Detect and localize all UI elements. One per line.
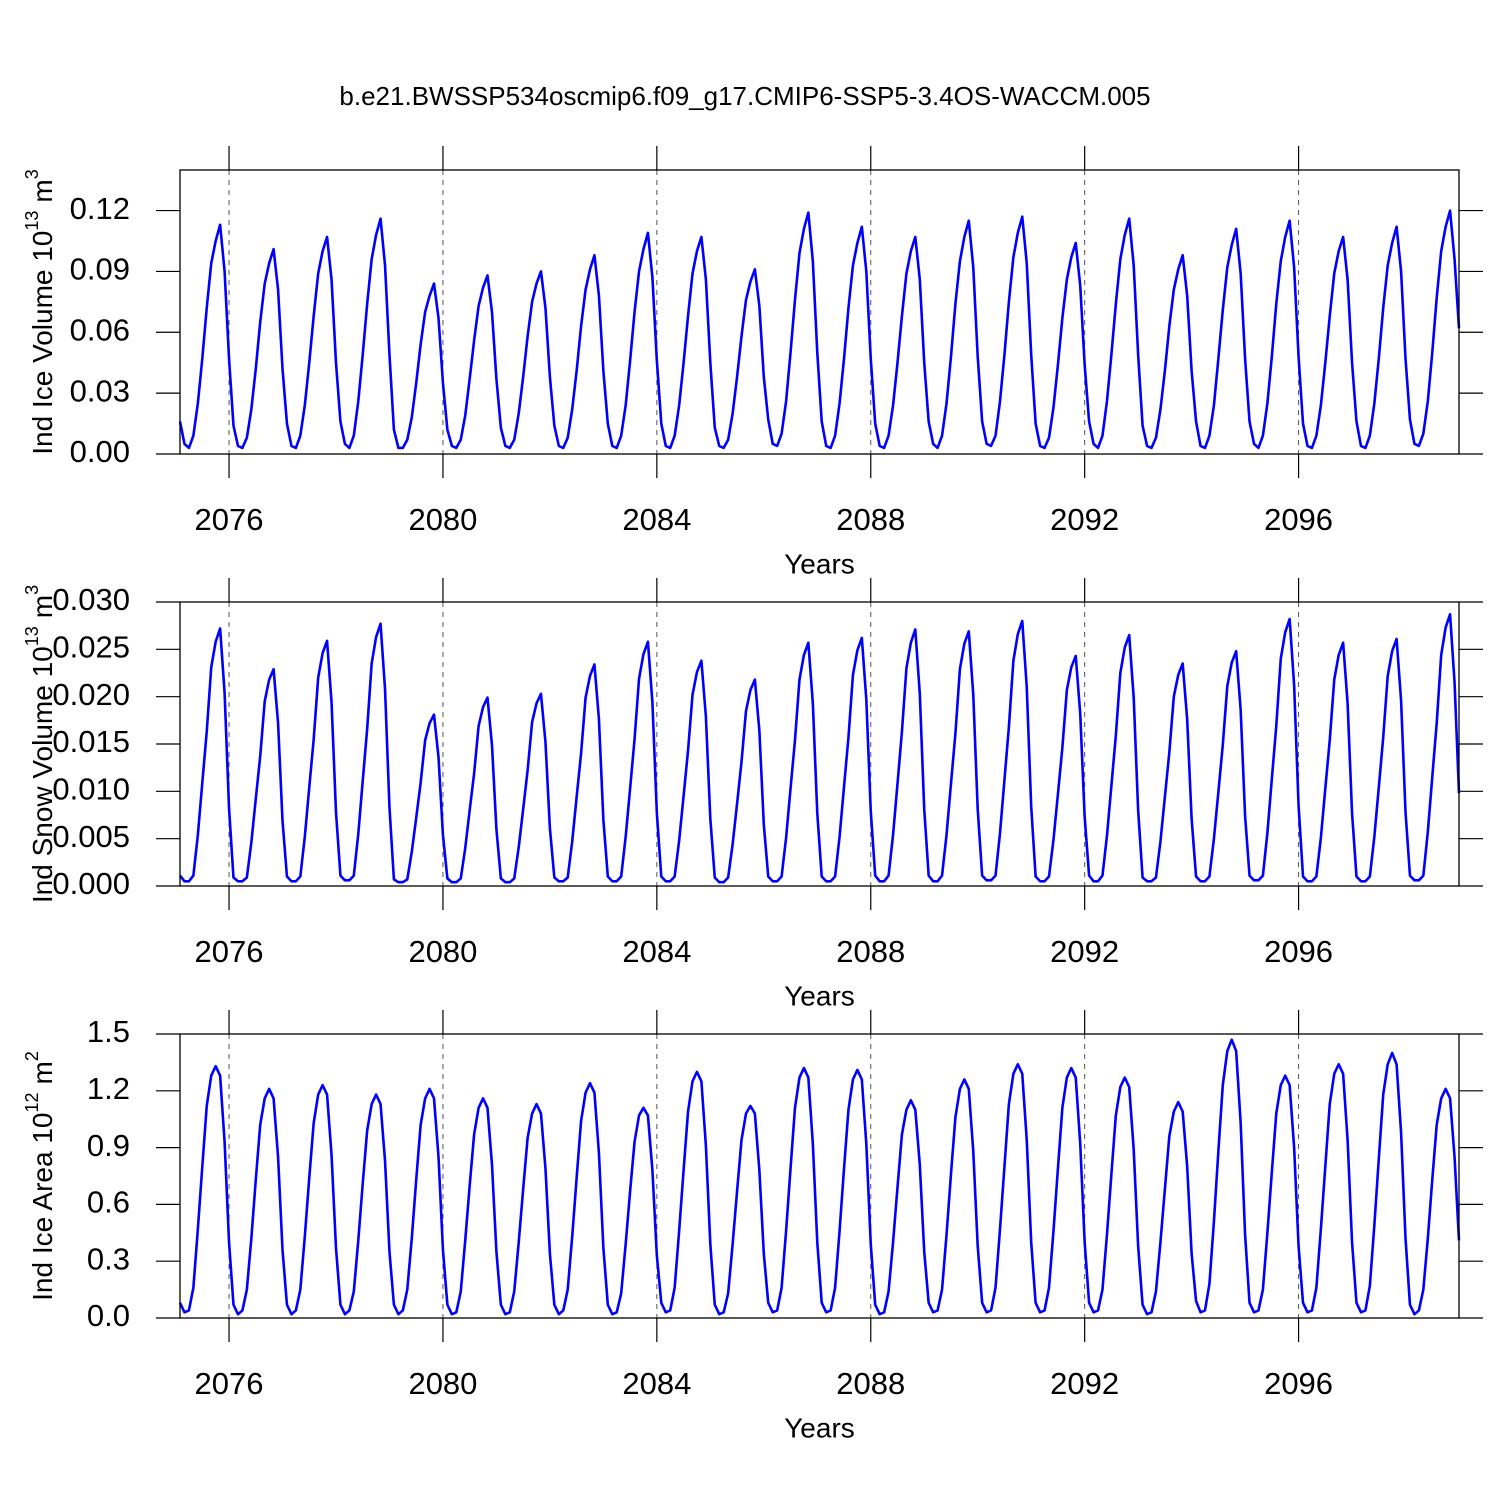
y-tick-label: 0.09 bbox=[70, 252, 130, 287]
y-axis-title-part: 2 bbox=[22, 1051, 42, 1061]
x-tick-label: 2084 bbox=[622, 934, 691, 969]
y-tick-label: 0.6 bbox=[87, 1185, 130, 1220]
data-line bbox=[178, 209, 1461, 450]
x-tick-label: 2080 bbox=[408, 1366, 477, 1401]
y-tick-label: 0.12 bbox=[70, 191, 130, 226]
y-axis-title-part: Ind Ice Area 10 bbox=[27, 1113, 58, 1301]
data-line bbox=[178, 613, 1461, 884]
x-tick-label: 2076 bbox=[195, 1366, 264, 1401]
panel: 2076 2080 2084 2088 2092 2096 0.00 0.03 0.06 0.09… bbox=[22, 146, 1483, 579]
y-axis-title-part: Ind Snow Volume 10 bbox=[27, 646, 58, 903]
x-tick-label: 2092 bbox=[1050, 934, 1119, 969]
y-axis-title-part: m bbox=[27, 179, 58, 202]
y-tick-label: 0.005 bbox=[52, 819, 130, 854]
y-tick-label: 1.5 bbox=[87, 1014, 130, 1049]
y-tick-label: 0.3 bbox=[87, 1241, 130, 1276]
x-tick-label: 2096 bbox=[1264, 934, 1333, 969]
y-axis-title-part: 13 bbox=[22, 626, 42, 646]
y-tick-label: 0.010 bbox=[52, 772, 130, 807]
y-axis-title: Ind Snow Volume 1013 m3 bbox=[22, 585, 59, 903]
y-axis-title-part: 3 bbox=[22, 169, 42, 179]
y-tick-label: 0.9 bbox=[87, 1128, 130, 1163]
panel: 2076 2080 2084 2088 2092 2096 0.0 0.3 0.6 0.9 1.2 1… bbox=[22, 1010, 1483, 1443]
x-tick-label: 2092 bbox=[1050, 1366, 1119, 1401]
y-tick-label: 0.00 bbox=[70, 434, 130, 469]
x-axis-title: Years bbox=[784, 548, 855, 579]
x-tick-label: 2080 bbox=[408, 934, 477, 969]
panel: 2076 2080 2084 2088 2092 2096 0.000 0.005 0.010 0… bbox=[22, 578, 1483, 1011]
y-tick-label: 0.030 bbox=[52, 582, 130, 617]
y-axis-title-part: m bbox=[27, 1061, 58, 1084]
y-tick-label: 0.015 bbox=[52, 724, 130, 759]
x-tick-label: 2084 bbox=[622, 1366, 691, 1401]
y-axis-title: Ind Ice Area 1012 m2 bbox=[22, 1051, 59, 1301]
y-tick-label: 0.000 bbox=[52, 866, 130, 901]
y-axis-title: Ind Ice Volume 1013 m3 bbox=[22, 169, 59, 455]
x-axis-title: Years bbox=[784, 980, 855, 1011]
x-tick-label: 2076 bbox=[195, 502, 264, 537]
y-tick-label: 1.2 bbox=[87, 1071, 130, 1106]
x-tick-label: 2080 bbox=[408, 502, 477, 537]
y-tick-label: 0.025 bbox=[52, 630, 130, 665]
x-tick-label: 2088 bbox=[836, 502, 905, 537]
y-tick-label: 0.03 bbox=[70, 373, 130, 408]
y-tick-label: 0.06 bbox=[70, 312, 130, 347]
y-axis-title-part: m bbox=[27, 595, 58, 618]
y-tick-label: 0.0 bbox=[87, 1298, 130, 1333]
x-tick-label: 2076 bbox=[195, 934, 264, 969]
x-tick-label: 2088 bbox=[836, 934, 905, 969]
y-axis-title-part: 12 bbox=[22, 1092, 42, 1112]
y-tick-label: 0.020 bbox=[52, 677, 130, 712]
x-tick-label: 2088 bbox=[836, 1366, 905, 1401]
y-axis-title-part: Ind Ice Volume 10 bbox=[27, 231, 58, 455]
y-axis-title-part: 13 bbox=[22, 211, 42, 231]
plot-frame bbox=[179, 601, 1460, 887]
data-line bbox=[178, 1038, 1461, 1316]
plot-frame bbox=[179, 169, 1460, 455]
chart-title: b.e21.BWSSP534oscmip6.f09_g17.CMIP6-SSP5… bbox=[339, 81, 1150, 111]
x-tick-label: 2096 bbox=[1264, 502, 1333, 537]
x-tick-label: 2084 bbox=[622, 502, 691, 537]
x-tick-label: 2096 bbox=[1264, 1366, 1333, 1401]
x-axis-title: Years bbox=[784, 1412, 855, 1443]
plot-frame bbox=[179, 1033, 1460, 1319]
y-axis-title-part: 3 bbox=[22, 585, 42, 595]
x-tick-label: 2092 bbox=[1050, 502, 1119, 537]
